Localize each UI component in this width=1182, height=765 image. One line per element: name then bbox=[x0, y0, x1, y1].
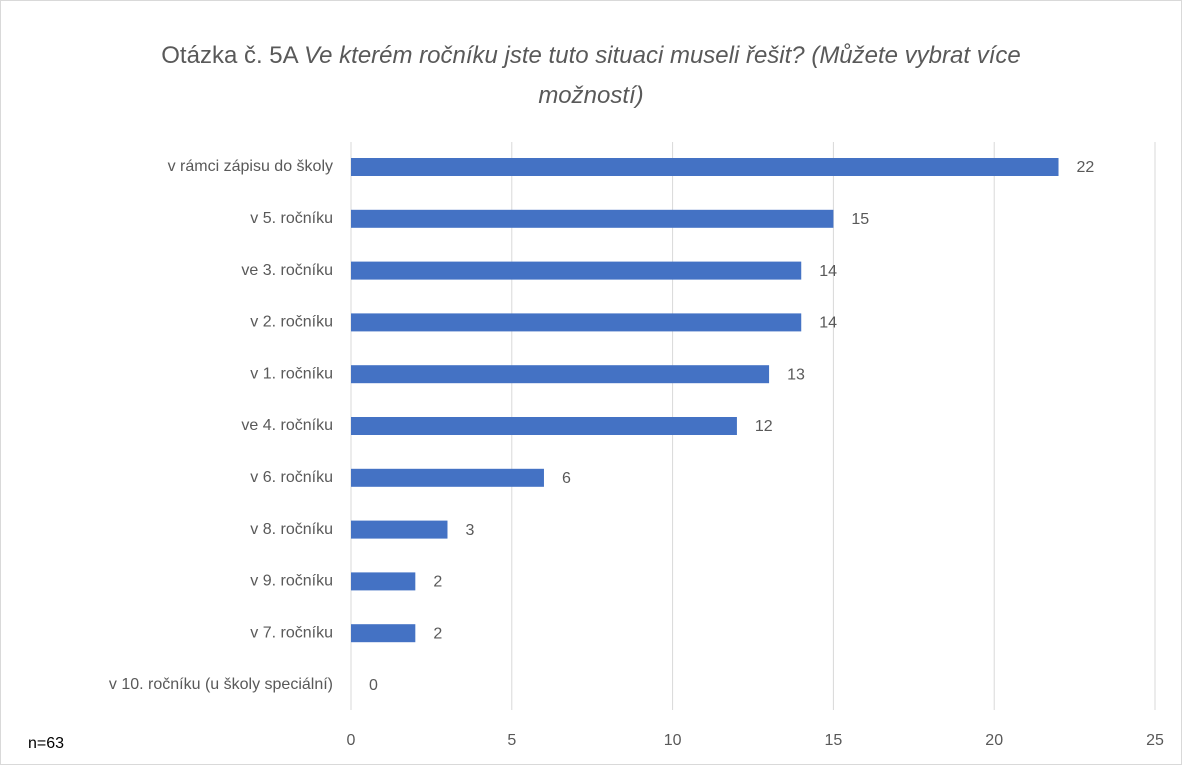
bar bbox=[351, 261, 802, 280]
y-tick-label: v 6. ročníku bbox=[250, 469, 333, 486]
data-label: 14 bbox=[819, 315, 837, 332]
bar bbox=[351, 624, 416, 643]
data-label: 22 bbox=[1077, 159, 1095, 176]
y-tick-label: ve 3. ročníku bbox=[241, 262, 333, 279]
data-label: 6 bbox=[562, 470, 571, 487]
data-label: 3 bbox=[465, 522, 474, 539]
chart-title-question: Ve kterém ročníku jste tuto situaci muse… bbox=[304, 42, 1021, 109]
data-label: 2 bbox=[433, 574, 442, 591]
chart-title: Otázka č. 5A bbox=[161, 42, 298, 69]
x-tick-label: 10 bbox=[664, 732, 682, 749]
y-tick-label: v 2. ročníku bbox=[250, 314, 333, 331]
y-tick-label: v 5. ročníku bbox=[250, 210, 333, 227]
bar bbox=[351, 158, 1059, 176]
data-label: 14 bbox=[819, 263, 837, 280]
y-tick-label: v rámci zápisu do školy bbox=[168, 158, 333, 175]
data-label: 12 bbox=[755, 418, 773, 435]
x-tick-label: 0 bbox=[347, 732, 356, 749]
y-tick-label: v 1. ročníku bbox=[250, 365, 333, 382]
bar bbox=[351, 468, 544, 487]
data-label: 0 bbox=[369, 677, 378, 694]
chart-title-block: Otázka č. 5A Ve kterém ročníku jste tuto… bbox=[0, 36, 1182, 116]
bar bbox=[351, 209, 834, 228]
data-label: 2 bbox=[433, 625, 442, 642]
x-tick-label: 20 bbox=[985, 732, 1003, 749]
bar bbox=[351, 365, 770, 384]
data-label: 13 bbox=[787, 366, 805, 383]
x-tick-label: 15 bbox=[825, 732, 843, 749]
bar bbox=[351, 417, 737, 435]
y-tick-label: v 8. ročníku bbox=[250, 521, 333, 538]
x-tick-label: 25 bbox=[1146, 732, 1164, 749]
bar bbox=[351, 520, 448, 539]
annotation: n=63 bbox=[28, 735, 64, 752]
y-tick-label: v 9. ročníku bbox=[250, 573, 333, 590]
data-label: 15 bbox=[851, 211, 869, 228]
y-tick-label: v 10. ročníku (u školy speciální) bbox=[109, 676, 333, 693]
y-tick-label: v 7. ročníku bbox=[250, 624, 333, 641]
bar bbox=[351, 313, 802, 332]
y-tick-label: ve 4. ročníku bbox=[241, 417, 333, 434]
bar bbox=[351, 572, 416, 591]
x-tick-label: 5 bbox=[507, 732, 516, 749]
